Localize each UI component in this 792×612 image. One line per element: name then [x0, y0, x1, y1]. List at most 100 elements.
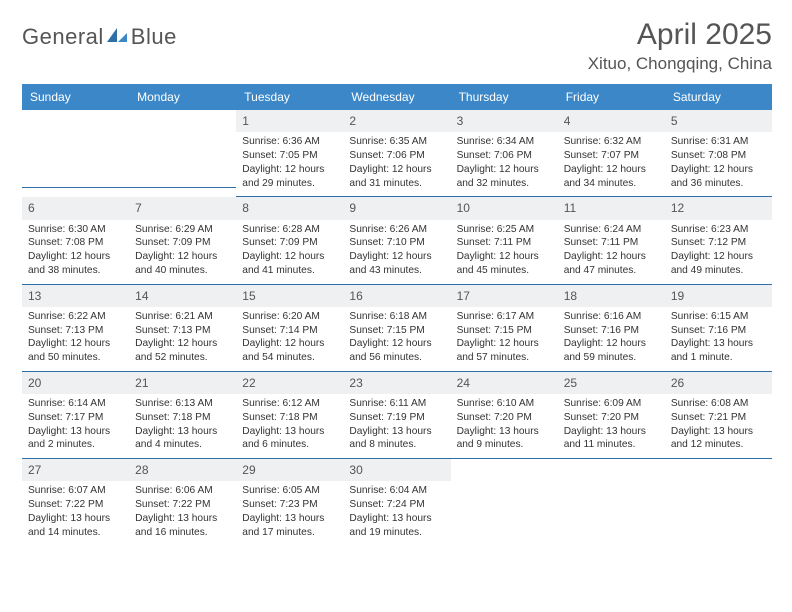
calendar-cell: 4Sunrise: 6:32 AMSunset: 7:07 PMDaylight… — [558, 110, 665, 197]
day-number: 4 — [558, 110, 665, 132]
daylight-text: Daylight: 12 hours and 47 minutes. — [564, 250, 659, 278]
sunset-text: Sunset: 7:11 PM — [564, 236, 659, 250]
sunrise-text: Sunrise: 6:15 AM — [671, 310, 766, 324]
day-body: Sunrise: 6:30 AMSunset: 7:08 PMDaylight:… — [22, 220, 129, 284]
sail-icon — [105, 26, 129, 49]
day-number: 6 — [22, 197, 129, 219]
daylight-text: Daylight: 13 hours and 2 minutes. — [28, 425, 123, 453]
brand-part2: Blue — [131, 24, 177, 50]
calendar-cell: 7Sunrise: 6:29 AMSunset: 7:09 PMDaylight… — [129, 197, 236, 284]
calendar-body: 1Sunrise: 6:36 AMSunset: 7:05 PMDaylight… — [22, 110, 772, 545]
calendar-cell: 5Sunrise: 6:31 AMSunset: 7:08 PMDaylight… — [665, 110, 772, 197]
day-number — [451, 459, 558, 481]
daylight-text: Daylight: 12 hours and 59 minutes. — [564, 337, 659, 365]
sunset-text: Sunset: 7:24 PM — [349, 498, 444, 512]
daylight-text: Daylight: 12 hours and 29 minutes. — [242, 163, 337, 191]
day-number — [665, 459, 772, 481]
daylight-text: Daylight: 13 hours and 1 minute. — [671, 337, 766, 365]
weekday-header: Thursday — [451, 84, 558, 110]
calendar-cell — [129, 110, 236, 197]
sunrise-text: Sunrise: 6:25 AM — [457, 223, 552, 237]
day-number — [22, 110, 129, 132]
weekday-header: Monday — [129, 84, 236, 110]
calendar-week-row: 13Sunrise: 6:22 AMSunset: 7:13 PMDayligh… — [22, 285, 772, 372]
sunset-text: Sunset: 7:15 PM — [349, 324, 444, 338]
daylight-text: Daylight: 12 hours and 31 minutes. — [349, 163, 444, 191]
calendar-cell: 29Sunrise: 6:05 AMSunset: 7:23 PMDayligh… — [236, 459, 343, 545]
day-body: Sunrise: 6:21 AMSunset: 7:13 PMDaylight:… — [129, 307, 236, 371]
day-number: 24 — [451, 372, 558, 394]
sunset-text: Sunset: 7:23 PM — [242, 498, 337, 512]
calendar-cell: 19Sunrise: 6:15 AMSunset: 7:16 PMDayligh… — [665, 285, 772, 372]
day-number: 11 — [558, 197, 665, 219]
day-body: Sunrise: 6:32 AMSunset: 7:07 PMDaylight:… — [558, 132, 665, 196]
calendar-cell: 24 Sunrise: 6:10 AMSunset: 7:20 PMDayligh… — [451, 372, 558, 459]
daylight-text: Daylight: 12 hours and 43 minutes. — [349, 250, 444, 278]
sunset-text: Sunset: 7:18 PM — [242, 411, 337, 425]
day-number: 8 — [236, 197, 343, 219]
day-body: Sunrise: 6:25 AMSunset: 7:11 PMDaylight:… — [451, 220, 558, 284]
sunset-text: Sunset: 7:13 PM — [135, 324, 230, 338]
day-body: Sunrise: 6:18 AMSunset: 7:15 PMDaylight:… — [343, 307, 450, 371]
location-subtitle: Xituo, Chongqing, China — [588, 54, 772, 74]
day-number: 15 — [236, 285, 343, 307]
sunset-text: Sunset: 7:11 PM — [457, 236, 552, 250]
calendar-cell: 6Sunrise: 6:30 AMSunset: 7:08 PMDaylight… — [22, 197, 129, 284]
calendar-cell — [451, 459, 558, 545]
sunrise-text: Sunrise: 6:14 AM — [28, 397, 123, 411]
sunrise-text: Sunrise: 6:31 AM — [671, 135, 766, 149]
daylight-text: Daylight: 13 hours and 12 minutes. — [671, 425, 766, 453]
day-number: 21 — [129, 372, 236, 394]
calendar-cell: 17Sunrise: 6:17 AMSunset: 7:15 PMDayligh… — [451, 285, 558, 372]
calendar-week-row: 27Sunrise: 6:07 AMSunset: 7:22 PMDayligh… — [22, 459, 772, 545]
sunset-text: Sunset: 7:12 PM — [671, 236, 766, 250]
calendar-header: SundayMondayTuesdayWednesdayThursdayFrid… — [22, 84, 772, 110]
sunset-text: Sunset: 7:16 PM — [564, 324, 659, 338]
sunset-text: Sunset: 7:08 PM — [671, 149, 766, 163]
calendar-cell: 3Sunrise: 6:34 AMSunset: 7:06 PMDaylight… — [451, 110, 558, 197]
daylight-text: Daylight: 12 hours and 56 minutes. — [349, 337, 444, 365]
calendar-cell: 14Sunrise: 6:21 AMSunset: 7:13 PMDayligh… — [129, 285, 236, 372]
day-body — [665, 481, 772, 490]
sunset-text: Sunset: 7:20 PM — [457, 411, 552, 425]
day-body — [558, 481, 665, 490]
day-body: Sunrise: 6:14 AMSunset: 7:17 PMDaylight:… — [22, 394, 129, 458]
sunset-text: Sunset: 7:19 PM — [349, 411, 444, 425]
calendar-cell — [665, 459, 772, 545]
weekday-header: Friday — [558, 84, 665, 110]
calendar-cell: 15Sunrise: 6:20 AMSunset: 7:14 PMDayligh… — [236, 285, 343, 372]
day-number: 22 — [236, 372, 343, 394]
calendar-cell: 25Sunrise: 6:09 AMSunset: 7:20 PMDayligh… — [558, 372, 665, 459]
day-body: Sunrise: 6:07 AMSunset: 7:22 PMDaylight:… — [22, 481, 129, 545]
sunrise-text: Sunrise: 6:34 AM — [457, 135, 552, 149]
weekday-header: Sunday — [22, 84, 129, 110]
sunset-text: Sunset: 7:09 PM — [242, 236, 337, 250]
day-number: 5 — [665, 110, 772, 132]
day-body: Sunrise: 6:34 AMSunset: 7:06 PMDaylight:… — [451, 132, 558, 196]
daylight-text: Daylight: 13 hours and 9 minutes. — [457, 425, 552, 453]
day-body: Sunrise: 6:28 AMSunset: 7:09 PMDaylight:… — [236, 220, 343, 284]
sunrise-text: Sunrise: 6:23 AM — [671, 223, 766, 237]
day-body: Sunrise: 6:23 AMSunset: 7:12 PMDaylight:… — [665, 220, 772, 284]
calendar-cell: 27Sunrise: 6:07 AMSunset: 7:22 PMDayligh… — [22, 459, 129, 545]
day-number — [558, 459, 665, 481]
sunrise-text: Sunrise: 6:04 AM — [349, 484, 444, 498]
daylight-text: Daylight: 13 hours and 11 minutes. — [564, 425, 659, 453]
sunset-text: Sunset: 7:21 PM — [671, 411, 766, 425]
daylight-text: Daylight: 13 hours and 19 minutes. — [349, 512, 444, 540]
calendar-cell: 28Sunrise: 6:06 AMSunset: 7:22 PMDayligh… — [129, 459, 236, 545]
day-number: 1 — [236, 110, 343, 132]
sunset-text: Sunset: 7:18 PM — [135, 411, 230, 425]
day-number: 17 — [451, 285, 558, 307]
sunrise-text: Sunrise: 6:35 AM — [349, 135, 444, 149]
calendar-table: SundayMondayTuesdayWednesdayThursdayFrid… — [22, 84, 772, 545]
calendar-cell: 13Sunrise: 6:22 AMSunset: 7:13 PMDayligh… — [22, 285, 129, 372]
day-body: Sunrise: 6:04 AMSunset: 7:24 PMDaylight:… — [343, 481, 450, 545]
day-body: Sunrise: 6:20 AMSunset: 7:14 PMDaylight:… — [236, 307, 343, 371]
calendar-cell: 10Sunrise: 6:25 AMSunset: 7:11 PMDayligh… — [451, 197, 558, 284]
sunset-text: Sunset: 7:09 PM — [135, 236, 230, 250]
sunrise-text: Sunrise: 6:10 AM — [457, 397, 552, 411]
day-body: Sunrise: 6:36 AMSunset: 7:05 PMDaylight:… — [236, 132, 343, 196]
day-number: 13 — [22, 285, 129, 307]
sunrise-text: Sunrise: 6:11 AM — [349, 397, 444, 411]
